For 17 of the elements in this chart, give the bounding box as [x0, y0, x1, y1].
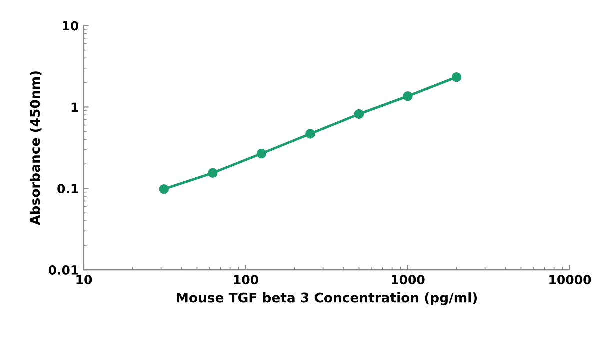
y-tick-label: 10 [63, 21, 79, 31]
x-tick-label: 1000 [392, 275, 425, 285]
x-axis-title: Mouse TGF beta 3 Concentration (pg/ml) [177, 292, 478, 306]
point [256, 148, 267, 159]
x-tick-label: 10000 [550, 275, 592, 285]
point [306, 129, 316, 139]
x-tick-label: 10 [76, 275, 92, 285]
x-tick-label: 100 [234, 275, 258, 285]
point [403, 91, 413, 102]
point [208, 168, 218, 178]
y-axis-title: Absorbance (450nm) [30, 72, 42, 226]
point [159, 184, 170, 194]
point [452, 72, 462, 82]
y-tick-label: 0.1 [58, 184, 78, 194]
point [354, 109, 364, 120]
y-tick-label: 0.01 [48, 266, 78, 275]
y-tick-label: 1 [72, 102, 78, 112]
